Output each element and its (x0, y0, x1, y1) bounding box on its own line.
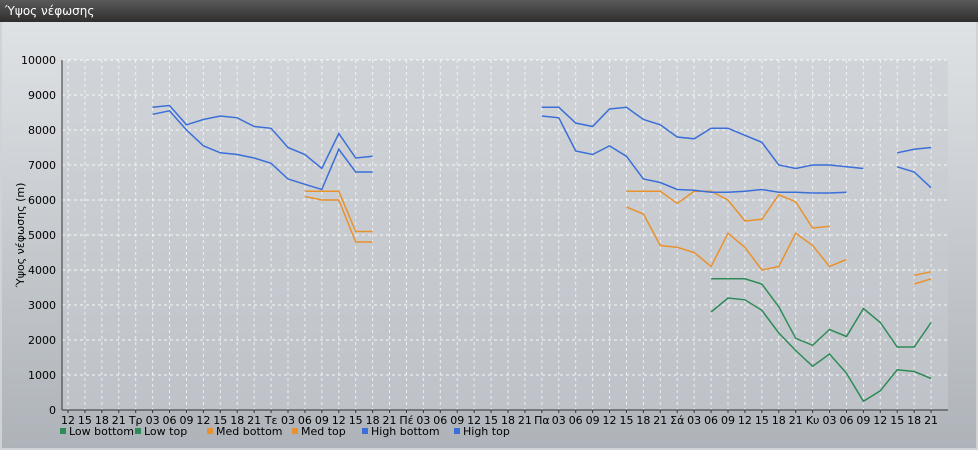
series-line (897, 146, 932, 154)
x-tick-label: 06 (298, 414, 312, 427)
legend-swatch (454, 428, 460, 434)
x-tick-label: 03 (552, 414, 566, 427)
x-tick-label: 03 (146, 414, 160, 427)
x-tick-label: 21 (112, 414, 126, 427)
legend-label: High bottom (371, 425, 440, 438)
x-tick-label: 15 (349, 414, 363, 427)
x-tick-label: 12 (467, 414, 481, 427)
x-tick-label: 21 (789, 414, 803, 427)
series-line (896, 166, 932, 189)
legend-label: Low bottom (69, 425, 134, 438)
x-tick-label: 06 (704, 414, 718, 427)
x-tick-label: Πέ (399, 414, 413, 427)
x-tick-label: 18 (772, 414, 786, 427)
legend-swatch (135, 428, 141, 434)
x-tick-label: 09 (179, 414, 193, 427)
y-tick-label: 6000 (28, 194, 56, 207)
x-tick-label: 18 (501, 414, 515, 427)
x-tick-label: Σά (670, 414, 684, 427)
y-tick-label: 8000 (28, 124, 56, 137)
series-line (626, 206, 847, 271)
x-tick-label: Τρ (128, 414, 143, 427)
x-tick-label: 21 (247, 414, 261, 427)
x-tick-label: Κυ (806, 414, 820, 427)
legend-swatch (292, 428, 298, 434)
x-tick-label: 21 (383, 414, 397, 427)
series-line (711, 278, 932, 348)
y-tick-label: 2000 (28, 334, 56, 347)
series-line (913, 278, 932, 285)
x-tick-label: 15 (890, 414, 904, 427)
chart-area: 0 1000 2000 3000 4000 5000 6000 7000 8000 9000 100… (2, 22, 976, 448)
x-tick-label: 12 (603, 414, 617, 427)
x-tick-label: 06 (839, 414, 853, 427)
series-line (626, 190, 830, 229)
x-tick-label: 03 (416, 414, 430, 427)
series-line (304, 195, 373, 243)
x-tick-label: 03 (823, 414, 837, 427)
legend-swatch (362, 428, 368, 434)
x-tick-label: 09 (586, 414, 600, 427)
x-tick-label: 12 (61, 414, 75, 427)
x-tick-label: Τε (264, 414, 278, 427)
y-axis-label: Ύψος νέφωσης (m) (14, 183, 27, 289)
x-tick-label: 21 (518, 414, 532, 427)
x-tick-label: 12 (738, 414, 752, 427)
y-tick-label: 7000 (28, 159, 56, 172)
x-tick-label: 15 (755, 414, 769, 427)
x-tick-label: 18 (907, 414, 921, 427)
series-line (152, 104, 373, 170)
legend-label: Low top (144, 425, 187, 438)
y-tick-label: 1000 (28, 369, 56, 382)
x-tick-label: 15 (484, 414, 498, 427)
series-line (152, 109, 373, 191)
x-tick-label: 15 (213, 414, 227, 427)
x-tick-label: 12 (332, 414, 346, 427)
y-tick-label: 0 (49, 404, 56, 417)
x-tick-label: 21 (653, 414, 667, 427)
series-line (914, 271, 932, 277)
legend-swatch (207, 428, 213, 434)
y-tick-label: 3000 (28, 299, 56, 312)
series-line (541, 106, 864, 170)
x-tick-label: 18 (636, 414, 650, 427)
x-tick-label: 09 (856, 414, 870, 427)
x-tick-label: 06 (569, 414, 583, 427)
x-tick-label: 18 (230, 414, 244, 427)
y-tick-label: 10000 (21, 54, 56, 67)
legend-swatch (60, 428, 66, 434)
x-tick-label: 15 (78, 414, 92, 427)
y-tick-label: 9000 (28, 89, 56, 102)
x-tick-label: 12 (196, 414, 210, 427)
y-tick-label: 4000 (28, 264, 56, 277)
x-tick-label: 09 (721, 414, 735, 427)
x-tick-label: 09 (450, 414, 464, 427)
y-tick-label: 5000 (28, 229, 56, 242)
x-tick-label: 18 (95, 414, 109, 427)
legend-label: Med bottom (216, 425, 283, 438)
x-tick-label: 06 (163, 414, 177, 427)
x-tick-label: 18 (366, 414, 380, 427)
cloud-height-chart: 0 1000 2000 3000 4000 5000 6000 7000 8000 9000 100… (14, 54, 948, 438)
x-tick-label: 06 (433, 414, 447, 427)
x-tick-label: 09 (315, 414, 329, 427)
series-line (541, 115, 847, 194)
x-tick-label: 15 (619, 414, 633, 427)
x-tick-label: 21 (924, 414, 938, 427)
window-title: Ύψος νέφωσης (0, 0, 978, 22)
x-tick-label: 03 (687, 414, 701, 427)
x-tick-label: 12 (873, 414, 887, 427)
legend-label: High top (463, 425, 510, 438)
series-line (710, 297, 932, 403)
x-tick-label: 03 (281, 414, 295, 427)
x-tick-label: Πα (534, 414, 550, 427)
series-line (304, 190, 373, 233)
legend-label: Med top (301, 425, 346, 438)
